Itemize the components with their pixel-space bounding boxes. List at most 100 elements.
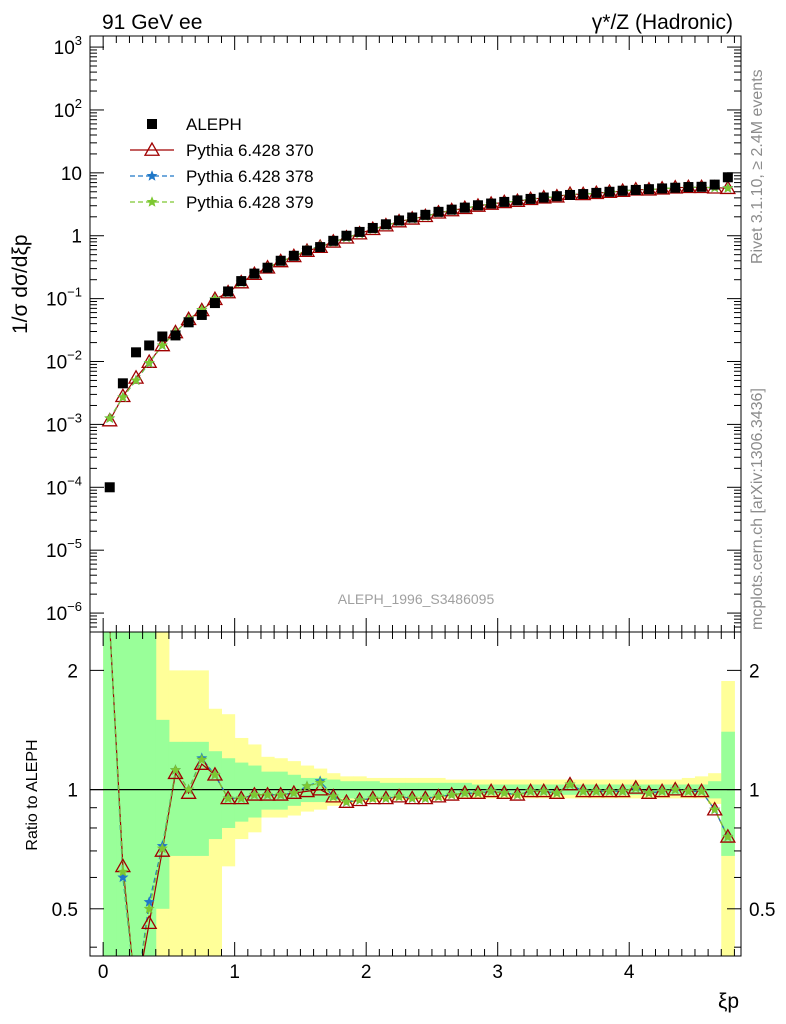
- ratio-point: [709, 803, 721, 815]
- ratio-point: [590, 785, 602, 797]
- ratio-point: [511, 789, 523, 800]
- main-y-tick-label: 102: [54, 96, 82, 122]
- data-point: [288, 250, 299, 261]
- main-point: [722, 182, 734, 193]
- data-point: [670, 182, 681, 193]
- tick-exponent: −4: [67, 473, 82, 488]
- main-y-tick-label: 10−4: [46, 473, 82, 499]
- data-point: [328, 235, 339, 246]
- data-point: [183, 317, 194, 328]
- rivet-label: Rivet 3.1.10, ≥ 2.4M events: [749, 69, 766, 264]
- legend-marker: [146, 170, 158, 181]
- tick-exponent: −3: [67, 410, 82, 425]
- ratio-y-tick-label: 0.5: [52, 900, 78, 921]
- main-point: [117, 391, 129, 402]
- inner-band-segment: [129, 632, 144, 956]
- main-ylabel-text: 1/σ dσ/dξp: [9, 234, 32, 334]
- ratio-point: [643, 787, 655, 798]
- ratio-axes: 0.5 0.5 1 1 2 2 0 1 2 3 4: [52, 632, 775, 983]
- main-y-axis-label: 1/σ dσ/dξp: [9, 234, 32, 334]
- data-point: [407, 212, 418, 223]
- legend-item-data: ALEPH: [147, 115, 242, 134]
- legend: ALEPH Pythia 6.428 370 Pythia 6.428 378 Pyt…: [130, 115, 314, 212]
- ratio-point: [180, 784, 197, 799]
- data-point: [170, 330, 181, 341]
- data-point: [578, 189, 589, 200]
- inner-band-segment: [168, 741, 183, 856]
- ratio-point: [564, 778, 576, 790]
- ratio-plot-area: [90, 618, 741, 956]
- main-y-tick-label: 10: [61, 164, 82, 185]
- data-point: [683, 182, 694, 193]
- data-point: [275, 255, 286, 266]
- ratio-point: [105, 620, 115, 629]
- data-point: [722, 172, 733, 183]
- main-y-tick-label: 10−5: [46, 536, 82, 562]
- data-point: [367, 222, 378, 233]
- ratio-point: [154, 842, 171, 857]
- ratio-point: [354, 794, 366, 805]
- data-point: [236, 276, 247, 287]
- main-y-tick-label: 10−2: [46, 348, 82, 374]
- main-plot-area: [101, 172, 736, 493]
- ratio-point: [103, 618, 117, 630]
- ratio-point: [288, 787, 300, 798]
- inner-band-segment: [155, 719, 170, 909]
- legend-label: Pythia 6.428 370: [186, 141, 314, 160]
- data-point: [512, 195, 523, 206]
- inner-band-segment: [721, 731, 735, 856]
- x-tick-label: 3: [492, 962, 503, 983]
- ratio-y-axis-label: Ratio to ALEPH: [24, 739, 41, 850]
- main-series-markers-2: [104, 181, 734, 424]
- main-y-tick-label: 103: [54, 33, 82, 59]
- main-y-tick-label: 10−1: [46, 285, 82, 311]
- x-tick-label: 4: [624, 962, 635, 983]
- ratio-point: [183, 783, 195, 795]
- main-y-tick-label: 1: [71, 227, 82, 248]
- legend-label: Pythia 6.428 378: [186, 167, 314, 186]
- header-right: γ*/Z (Hadronic): [592, 11, 733, 34]
- ratio-point: [617, 785, 629, 797]
- tick-base: 10: [46, 290, 67, 311]
- ratio-point: [327, 790, 339, 802]
- ratio-point: [446, 789, 458, 800]
- ratio-point: [682, 785, 694, 797]
- legend-item-1: Pythia 6.428 370: [130, 141, 314, 160]
- tick-base: 10: [46, 541, 67, 562]
- ratio-point: [196, 753, 208, 765]
- ratio-point: [193, 755, 210, 770]
- data-point: [157, 331, 168, 342]
- inner-band-segment: [142, 632, 157, 956]
- analysis-label: ALEPH_1996_S3486095: [338, 591, 495, 607]
- ratio-frame: [89, 631, 742, 957]
- ratio-point: [406, 792, 418, 804]
- tick-base: 10: [46, 415, 67, 436]
- ratio-point: [498, 787, 510, 798]
- data-point: [525, 193, 536, 204]
- ratio-point: [696, 785, 708, 797]
- data-point: [144, 340, 155, 351]
- data-point: [696, 181, 707, 192]
- data-point: [354, 226, 365, 237]
- data-point: [302, 245, 312, 256]
- mcplots-label: mcplots.cern.ch [arXiv:1306.3436]: [749, 388, 766, 630]
- legend-item-2: Pythia 6.428 378: [130, 167, 314, 186]
- main-series-group: [101, 178, 736, 427]
- ratio-y-tick-label-right: 2: [749, 661, 760, 682]
- legend-label: ALEPH: [186, 115, 242, 134]
- ratio-point: [630, 782, 642, 793]
- ratio-point: [380, 792, 392, 804]
- main-y-tick-label: 10−3: [46, 410, 82, 436]
- data-point: [643, 184, 654, 195]
- ratio-y-tick-label: 2: [67, 661, 78, 682]
- inner-band-segment: [116, 632, 130, 956]
- ratio-point: [722, 830, 734, 842]
- data-point: [486, 198, 497, 209]
- ratio-point: [603, 785, 616, 797]
- data-point: [551, 191, 562, 202]
- main-point: [104, 412, 116, 424]
- ratio-point: [105, 620, 115, 629]
- ratio-point: [459, 787, 471, 798]
- data-point: [538, 192, 549, 203]
